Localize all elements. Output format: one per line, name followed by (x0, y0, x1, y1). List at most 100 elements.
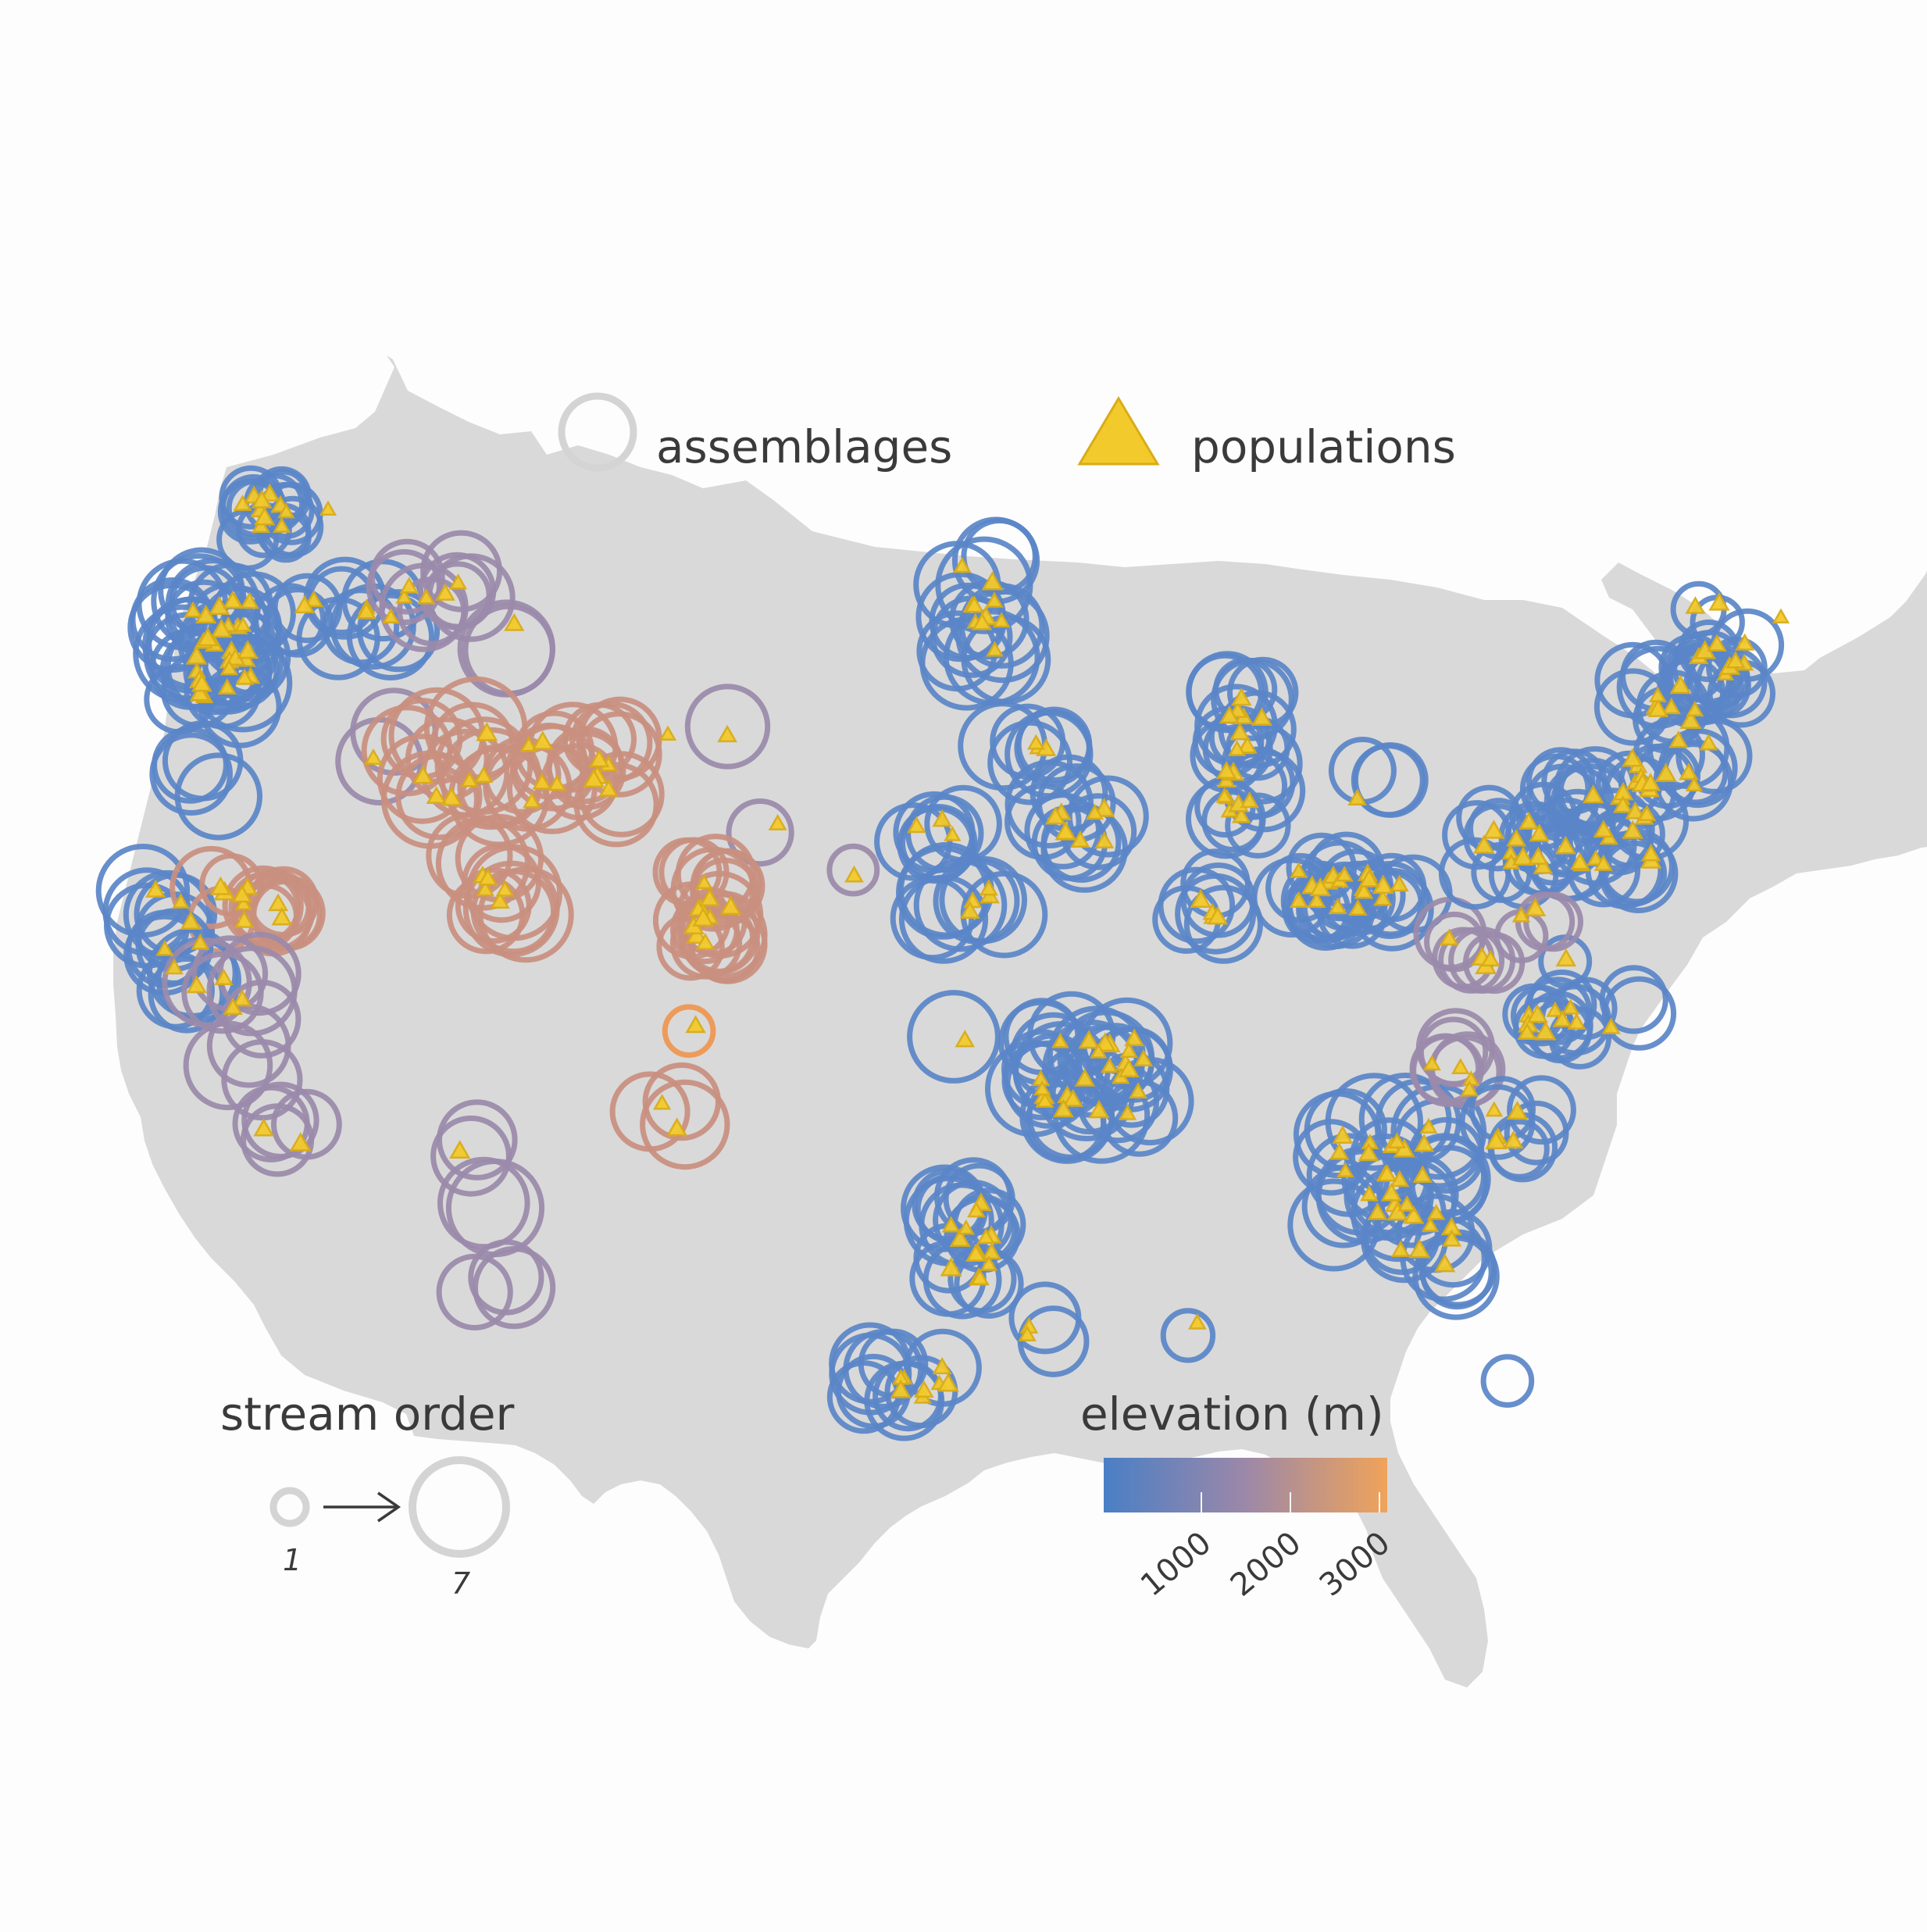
population-triangle (1434, 1253, 1456, 1273)
population-triangle (186, 975, 207, 994)
population-triangle (531, 730, 554, 750)
arrow-right-icon (323, 1491, 401, 1523)
assemblage-ring (430, 1115, 512, 1197)
population-triangle (1612, 795, 1633, 813)
population-triangle (460, 770, 479, 787)
assemblage-ring (1442, 800, 1512, 870)
population-triangle (1390, 1240, 1411, 1257)
population-triangle (1593, 820, 1614, 838)
population-triangle (1332, 1125, 1354, 1144)
population-triangle (1533, 856, 1554, 874)
population-triangle (1251, 707, 1273, 726)
assemblage-ring (1351, 743, 1426, 818)
population-triangle (191, 673, 212, 692)
assemblage-ring (907, 990, 1001, 1084)
population-triangle (1094, 1032, 1116, 1052)
population-triangle (1358, 868, 1380, 887)
population-triangle (695, 873, 713, 890)
population-triangle (426, 786, 447, 804)
population-triangle (981, 1242, 1002, 1260)
population-triangle (1372, 874, 1394, 895)
assemblage-ring (1201, 789, 1265, 852)
population-triangle (1219, 705, 1240, 724)
assemblage-ring (1507, 1075, 1576, 1145)
population-triangle (907, 816, 926, 834)
assemblage-ring (1057, 1009, 1155, 1107)
population-triangle (1408, 1238, 1431, 1259)
population-triangle (1708, 591, 1730, 611)
population-triangle (519, 736, 538, 752)
assemblage-ring (874, 802, 953, 881)
assemblage-ring (652, 837, 723, 907)
population-triangle (1093, 798, 1115, 817)
assemblage-ring (356, 589, 441, 673)
population-triangle (685, 1015, 706, 1034)
population-triangle (1414, 1134, 1435, 1152)
assemblage-ring (241, 1081, 319, 1159)
population-triangle (1215, 787, 1233, 803)
population-triangle (449, 1140, 471, 1159)
population-triangle (1051, 1032, 1069, 1048)
population-triangle (970, 1268, 990, 1285)
assemblage-ring (379, 562, 469, 652)
population-triangle (1036, 1091, 1054, 1108)
population-triangle (399, 577, 419, 594)
population-triangle (1422, 1054, 1441, 1071)
population-triangle (417, 588, 436, 605)
population-triangle (1622, 820, 1644, 839)
population-triangle (1309, 877, 1332, 897)
population-triangle (981, 570, 1004, 591)
population-triangle (1094, 831, 1115, 849)
population-triangle (197, 627, 219, 647)
population-triangle (588, 748, 610, 768)
assemblage-ring (183, 1020, 273, 1111)
population-triangle (1387, 1132, 1407, 1148)
assemblage-ring (221, 1039, 303, 1121)
population-triangle (1503, 1130, 1524, 1149)
assemblage-ring (1411, 1034, 1484, 1107)
population-triangle (473, 766, 494, 783)
population-triangle (1506, 828, 1527, 847)
population-triangle (364, 748, 384, 765)
population-triangle (277, 502, 295, 519)
assemblage-ring (1027, 991, 1116, 1080)
stream-order-title: stream order (220, 1387, 515, 1441)
population-triangle (937, 1373, 959, 1392)
population-triangle (1090, 1043, 1108, 1059)
population-triangle (653, 1094, 672, 1110)
population-triangle (1390, 874, 1409, 892)
assemblage-ring (1160, 1308, 1216, 1363)
assemblage-ring (473, 1246, 556, 1330)
population-triangle (1118, 1104, 1137, 1120)
population-triangle (448, 573, 468, 590)
population-triangle (234, 895, 253, 911)
assemblage-ring (1362, 1197, 1440, 1276)
population-triangle (1439, 928, 1459, 946)
population-triangle (979, 879, 998, 896)
assemblage-ring (1677, 620, 1740, 683)
assemblage-ring (468, 1239, 544, 1316)
population-triangle (1569, 852, 1590, 870)
population-triangle (944, 826, 962, 841)
population-triangle (717, 724, 737, 743)
population-triangle (699, 887, 720, 907)
population-triangle (1517, 1022, 1537, 1040)
population-triangle (976, 1227, 995, 1245)
assemblage-ring (690, 848, 765, 923)
population-triangle (223, 997, 243, 1016)
assemblage-ring (935, 536, 1033, 634)
population-triangle (1207, 905, 1229, 925)
assemblage-ring (1599, 965, 1668, 1034)
population-triangle (1367, 1202, 1388, 1220)
population-triangle (234, 616, 252, 632)
population-triangle (1347, 788, 1368, 806)
population-triangle (768, 813, 787, 830)
population-triangle (1329, 1142, 1350, 1160)
population-triangle (1668, 730, 1689, 748)
assemblage-ring (1412, 1233, 1500, 1320)
assemblage-ring (455, 867, 532, 944)
population-triangle (232, 989, 252, 1007)
population-triangle (532, 772, 552, 790)
assemblage-ring (726, 798, 794, 867)
